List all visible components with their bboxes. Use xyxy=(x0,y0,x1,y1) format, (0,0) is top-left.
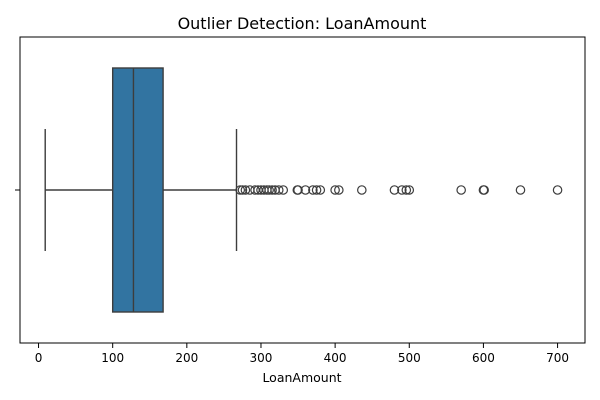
outlier-point xyxy=(267,185,277,195)
outlier-point xyxy=(308,185,318,195)
outlier-point xyxy=(515,185,526,195)
outlier-point xyxy=(273,185,284,195)
x-tick-label: 400 xyxy=(324,351,347,365)
outlier-point xyxy=(401,185,412,195)
outlier-point xyxy=(293,185,303,195)
x-tick-label: 200 xyxy=(175,351,198,365)
x-tick-label: 500 xyxy=(398,351,421,365)
outlier-point xyxy=(237,185,248,195)
x-axis: 0 100 200 300 400 500 600 700 xyxy=(35,343,569,365)
outlier-point xyxy=(397,185,407,195)
chart-title: Outlier Detection: LoanAmount xyxy=(178,14,427,33)
outlier-point xyxy=(315,185,326,195)
outlier-point xyxy=(278,185,289,195)
outlier-point xyxy=(330,185,340,195)
outlier-point xyxy=(240,185,251,195)
outlier-point xyxy=(357,185,367,195)
outlier-point xyxy=(311,185,322,195)
outlier-point xyxy=(552,185,563,195)
x-tick-label: 100 xyxy=(101,351,124,365)
x-tick-label: 700 xyxy=(546,351,569,365)
outlier-point xyxy=(456,185,466,195)
outlier-point xyxy=(389,185,400,195)
x-axis-label: LoanAmount xyxy=(262,370,341,385)
x-tick-label: 300 xyxy=(250,351,273,365)
x-tick-label: 600 xyxy=(472,351,495,365)
box-layer xyxy=(44,67,238,313)
outlier-point xyxy=(404,185,415,195)
x-tick-label: 0 xyxy=(35,351,43,365)
iqr-box xyxy=(111,67,164,313)
outlier-point xyxy=(479,185,489,195)
outlier-point xyxy=(334,185,344,195)
outlier-point xyxy=(264,185,274,195)
outlier-layer xyxy=(235,185,563,195)
outlier-point xyxy=(300,185,311,195)
